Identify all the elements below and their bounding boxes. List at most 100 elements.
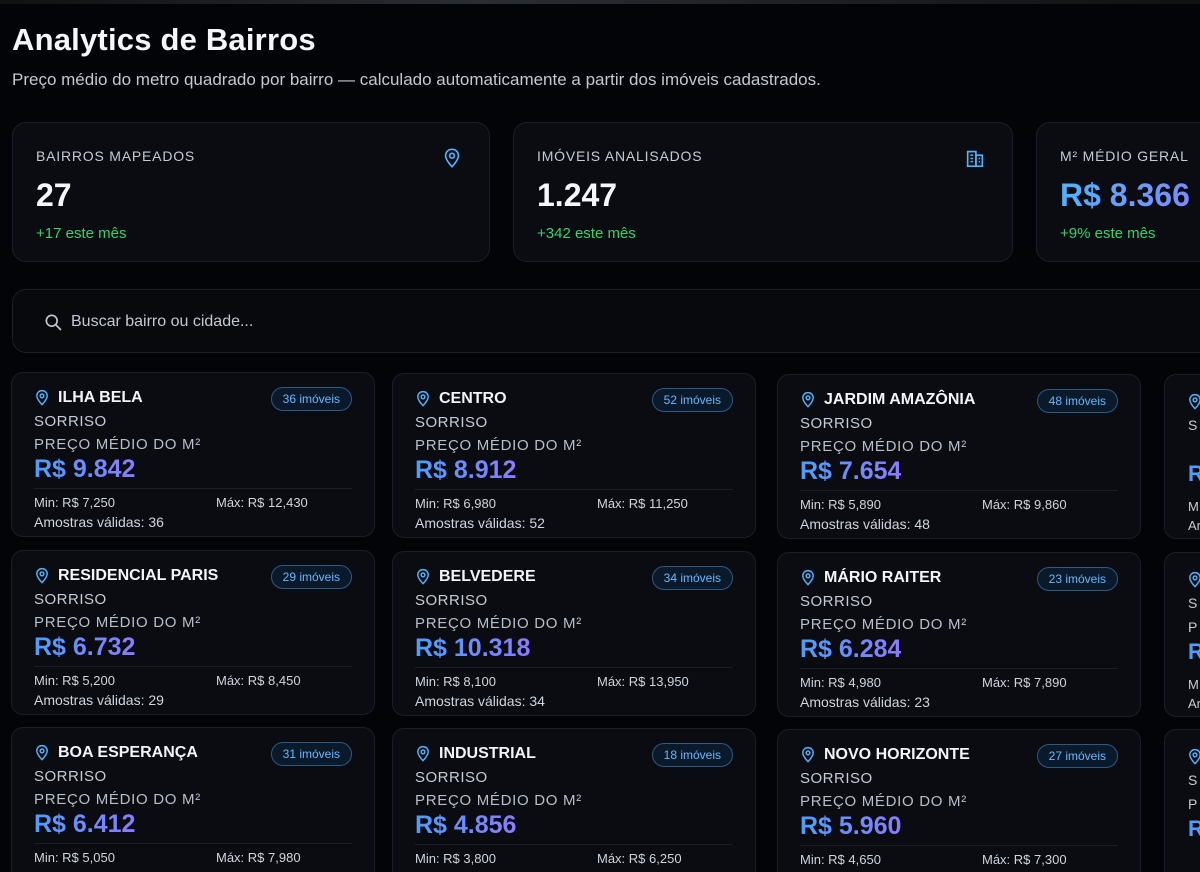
city-name: SORRISO [800, 770, 873, 787]
max-price: Máx: R$ 11,250 [597, 496, 688, 511]
neighborhood-card[interactable]: RESIDENCIAL PARIS 29 imóveis SORRISO PRE… [11, 550, 375, 715]
neighborhood-card[interactable]: NOVO HORIZONTE 27 imóveis SORRISO PREÇO … [777, 729, 1141, 872]
neighborhood-name: INDUSTRIAL [439, 745, 536, 762]
map-pin-icon [802, 569, 814, 586]
min-price: Min: R$ 5,890 [800, 497, 881, 512]
min-price: Min: R$ 7,250 [34, 495, 115, 510]
stat-value: 1.247 [537, 177, 618, 213]
max-price: Máx: R$ 6,250 [597, 851, 682, 866]
neighborhood-card[interactable]: BOA ESPERANÇA 31 imóveis SORRISO PREÇO M… [11, 727, 375, 872]
page-title: Analytics de Bairros [12, 22, 316, 57]
map-pin-icon [417, 390, 429, 407]
neighborhood-name: BELVEDERE [439, 568, 536, 585]
neighborhood-card[interactable]: JARDIM AMAZÔNIA 48 imóveis SORRISO PREÇO… [777, 374, 1141, 539]
divider [800, 845, 1118, 846]
stat-label: M² MÉDIO GERAL [1060, 148, 1189, 164]
valid-samples: Amostras válidas: 29 [34, 692, 164, 708]
average-price: R$ 6.732 [34, 633, 136, 661]
property-count-badge: 18 imóveis [651, 743, 733, 767]
max-price: Máx: R$ 8,450 [216, 673, 301, 688]
map-pin-icon [1189, 571, 1200, 588]
price-label: P [1188, 796, 1198, 812]
stat-delta: +9% este mês [1060, 225, 1156, 242]
neighborhood-card[interactable]: CENTRO 52 imóveis SORRISO PREÇO MÉDIO DO… [392, 373, 756, 538]
neighborhood-name: ILHA BELA [58, 389, 143, 406]
average-price: R$ 4.856 [415, 811, 517, 839]
map-pin-icon [444, 148, 460, 168]
map-pin-icon [36, 389, 48, 406]
city-name: S [1188, 772, 1198, 788]
neighborhood-card[interactable]: INDUSTRIAL 18 imóveis SORRISO PREÇO MÉDI… [392, 728, 756, 872]
map-pin-icon [1189, 748, 1200, 765]
max-price: Máx: R$ 7,300 [982, 852, 1067, 867]
valid-samples: Amostras válidas: 34 [415, 693, 545, 709]
property-count-badge: 29 imóveis [270, 565, 352, 589]
stat-card-bairros: BAIRROS MAPEADOS 27 +17 este mês [12, 122, 490, 262]
map-pin-icon [36, 567, 48, 584]
divider [800, 668, 1118, 669]
price-label: PREÇO MÉDIO DO M² [415, 437, 582, 454]
average-price: R$ 6.412 [34, 810, 136, 838]
property-count-badge: 34 imóveis [651, 566, 733, 590]
price-label: PREÇO MÉDIO DO M² [415, 792, 582, 809]
city-name: SORRISO [800, 415, 873, 432]
valid-samples: Amostras válidas: 48 [800, 516, 930, 532]
city-name: SORRISO [415, 769, 488, 786]
property-count-badge: 23 imóveis [1036, 567, 1118, 591]
city-name: SORRISO [800, 593, 873, 610]
property-count-badge: 31 imóveis [270, 742, 352, 766]
valid-samples: Ar [1188, 518, 1200, 533]
city-name: SORRISO [415, 592, 488, 609]
price-label: PREÇO MÉDIO DO M² [34, 791, 201, 808]
valid-samples: Ar [1188, 696, 1200, 711]
price-label: PREÇO MÉDIO DO M² [34, 436, 201, 453]
max-price: Máx: R$ 7,980 [216, 850, 301, 865]
divider [34, 666, 352, 667]
max-price: Máx: R$ 9,860 [982, 497, 1067, 512]
max-price: Máx: R$ 12,430 [216, 495, 308, 510]
neighborhood-card-partial[interactable]: S P R M Ar [1164, 552, 1200, 717]
average-price: R [1188, 461, 1200, 486]
divider [415, 489, 733, 490]
price-label: PREÇO MÉDIO DO M² [800, 793, 967, 810]
min-price: Min: R$ 4,980 [800, 675, 881, 690]
search-input[interactable] [71, 308, 671, 336]
average-price: R$ 10.318 [415, 634, 531, 662]
city-name: SORRISO [34, 413, 107, 430]
map-pin-icon [417, 745, 429, 762]
divider [415, 844, 733, 845]
valid-samples: Amostras válidas: 52 [415, 515, 545, 531]
average-price: R$ 9.842 [34, 455, 136, 483]
neighborhood-name: RESIDENCIAL PARIS [58, 567, 219, 584]
average-price: R$ 8.912 [415, 456, 517, 484]
map-pin-icon [802, 391, 814, 408]
max-price: Máx: R$ 7,890 [982, 675, 1067, 690]
property-count-badge: 52 imóveis [651, 388, 733, 412]
neighborhood-card[interactable]: MÁRIO RAITER 23 imóveis SORRISO PREÇO MÉ… [777, 552, 1141, 717]
city-name: S [1188, 417, 1198, 433]
price-label: PREÇO MÉDIO DO M² [800, 616, 967, 633]
neighborhood-card[interactable]: BELVEDERE 34 imóveis SORRISO PREÇO MÉDIO… [392, 551, 756, 716]
map-pin-icon [36, 744, 48, 761]
min-price: Min: R$ 5,200 [34, 673, 115, 688]
neighborhood-name: MÁRIO RAITER [824, 569, 942, 586]
average-price: R [1188, 816, 1200, 841]
neighborhood-card-partial[interactable]: S P R [1164, 729, 1200, 872]
neighborhood-card[interactable]: ILHA BELA 36 imóveis SORRISO PREÇO MÉDIO… [11, 372, 375, 537]
min-price: M [1188, 499, 1199, 514]
min-price: Min: R$ 6,980 [415, 496, 496, 511]
neighborhood-card-partial[interactable]: S R M Ar [1164, 374, 1200, 539]
property-count-badge: 27 imóveis [1036, 744, 1118, 768]
map-pin-icon [417, 568, 429, 585]
price-label: PREÇO MÉDIO DO M² [415, 615, 582, 632]
stat-label: BAIRROS MAPEADOS [36, 148, 196, 164]
property-count-badge: 48 imóveis [1036, 389, 1118, 413]
price-label: P [1188, 619, 1198, 635]
map-pin-icon [802, 746, 814, 763]
stat-value: R$ 8.366 [1060, 177, 1190, 213]
map-pin-icon [1189, 393, 1200, 410]
min-price: Min: R$ 5,050 [34, 850, 115, 865]
divider [34, 843, 352, 844]
stat-delta: +342 este mês [537, 225, 636, 242]
